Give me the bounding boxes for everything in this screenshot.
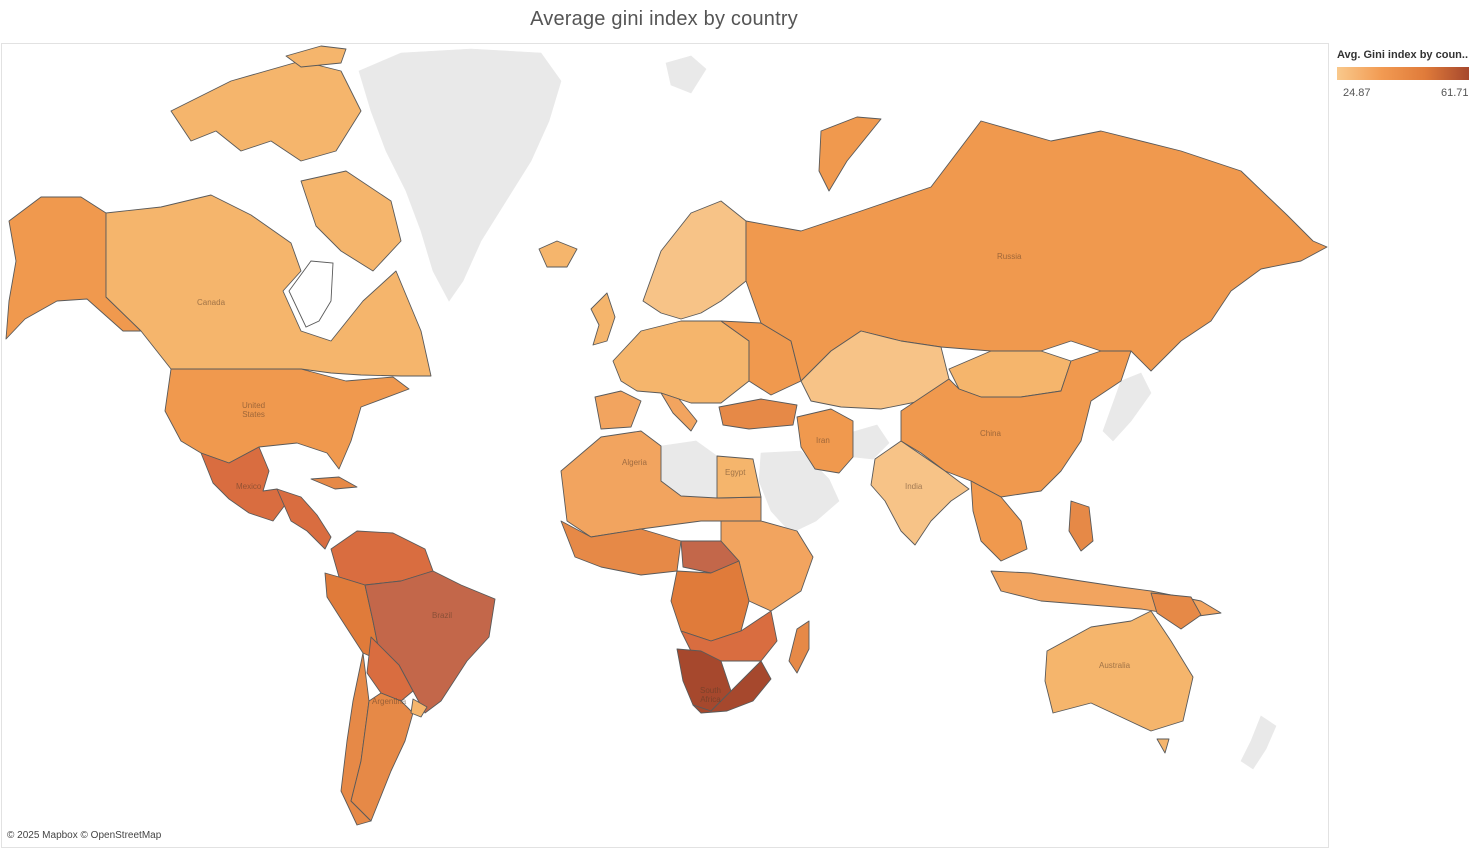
iberia[interactable] [594,390,642,430]
central-africa[interactable] [670,560,750,642]
legend-title: Avg. Gini index by coun.. [1337,49,1468,61]
uruguay[interactable] [410,698,428,718]
cuba[interactable] [310,476,358,490]
china[interactable] [900,350,1132,498]
turkey[interactable] [718,398,798,430]
tasmania[interactable] [1156,738,1170,754]
legend-max-label: 61.71 [1441,87,1469,99]
philippines[interactable] [1068,500,1094,552]
map-attribution[interactable]: © 2025 Mapbox © OpenStreetMap [7,830,162,841]
label-algeria: Algeria [622,458,647,467]
western-europe[interactable] [612,320,750,404]
iceland[interactable] [538,240,578,268]
novaya-zemlya[interactable] [818,116,882,192]
legend-gradient-bar [1337,67,1469,80]
label-iran: Iran [816,436,830,445]
mongolia[interactable] [948,350,1072,398]
argentina[interactable] [350,692,414,822]
svalbard-nodata [665,55,707,94]
label-south-africa: South Africa [700,686,721,704]
central-america[interactable] [276,488,332,550]
canada-ellesmere[interactable] [285,45,347,68]
label-australia: Australia [1099,661,1131,670]
label-united-states: United States [242,401,266,419]
label-india: India [905,482,923,491]
india[interactable] [870,440,970,546]
southeast-asia[interactable] [970,480,1028,562]
canada-arctic-islands[interactable] [170,60,362,162]
label-brazil: Brazil [432,611,453,620]
united-states[interactable] [164,368,410,470]
japan-nodata [1102,372,1152,442]
legend-min-label: 24.87 [1343,87,1371,99]
italy[interactable] [660,392,698,432]
greenland-nodata [358,48,562,302]
canada-baffin-island[interactable] [300,170,402,272]
label-canada: Canada [197,298,226,307]
egypt[interactable] [716,455,762,499]
scandinavia[interactable] [642,200,747,320]
label-egypt: Egypt [725,468,746,477]
map-title: Average gini index by country [530,8,798,30]
united-kingdom[interactable] [590,292,616,346]
world-map-svg[interactable] [2,44,1328,847]
alaska[interactable] [5,196,142,340]
new-zealand-nodata [1240,715,1277,770]
label-china: China [980,429,1001,438]
label-argentina: Argentina [372,697,407,706]
australia[interactable] [1044,610,1194,732]
south-africa[interactable] [692,660,772,714]
choropleth-map[interactable]: Canada United States Mexico Brazil Argen… [1,43,1329,848]
madagascar[interactable] [788,620,810,674]
label-mexico: Mexico [236,482,262,491]
iran[interactable] [796,408,854,474]
hudson-bay [288,260,334,328]
color-legend: Avg. Gini index by coun.. 24.87 61.71 [1337,49,1477,99]
papua-new-guinea[interactable] [1150,592,1202,630]
label-russia: Russia [997,252,1022,261]
